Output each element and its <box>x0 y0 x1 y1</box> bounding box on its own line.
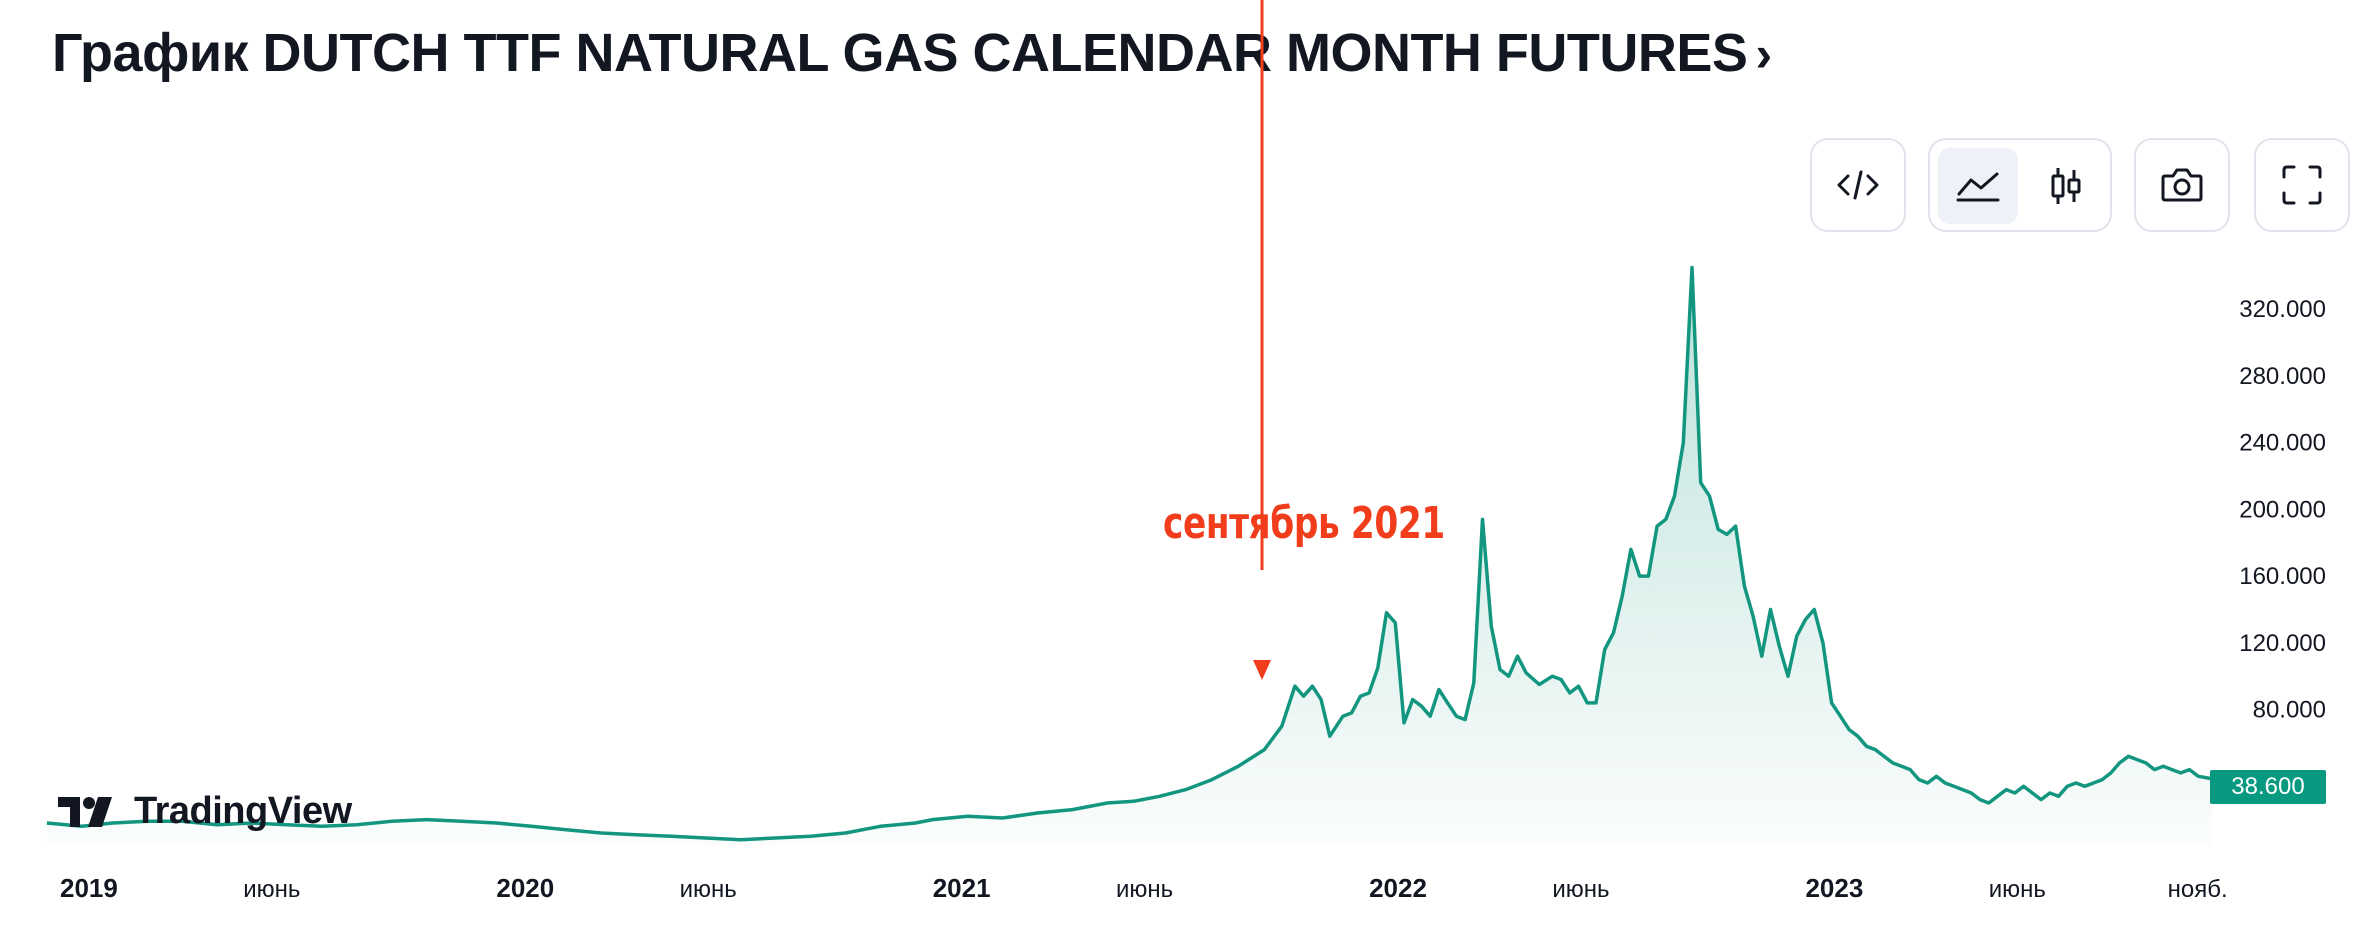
chevron-right-icon: › <box>1755 26 1772 82</box>
tradingview-logo-icon <box>58 796 112 827</box>
y-tick-label: 120.000 <box>2239 630 2326 657</box>
x-tick-label: нояб. <box>2168 876 2228 903</box>
x-tick-label: 2022 <box>1369 873 1427 903</box>
x-tick-label: июнь <box>1552 876 1609 903</box>
candlestick-icon <box>2051 168 2081 204</box>
camera-icon <box>2161 168 2203 202</box>
annotation-arrow <box>1253 0 1271 680</box>
series-line <box>46 265 2212 842</box>
chart-type-group <box>1928 138 2112 232</box>
series-area-fill <box>46 267 2212 845</box>
x-tick-label: 2019 <box>60 873 118 903</box>
fullscreen-icon <box>2282 165 2322 205</box>
code-icon <box>1837 170 1879 200</box>
logo-text: TradingView <box>134 790 352 832</box>
x-tick-label: июнь <box>1116 876 1173 903</box>
x-tick-label: июнь <box>1989 876 2046 903</box>
fullscreen-button[interactable] <box>2254 138 2350 232</box>
y-tick-label: 240.000 <box>2239 430 2326 457</box>
x-tick-label: 2021 <box>933 873 991 903</box>
x-tick-label: июнь <box>680 876 737 903</box>
y-tick-label: 80.000 <box>2253 697 2326 724</box>
y-tick-label: 320.000 <box>2239 296 2326 323</box>
embed-button[interactable] <box>1810 138 1906 232</box>
last-price-badge: 38.600 <box>2210 770 2326 804</box>
y-tick-label: 160.000 <box>2239 563 2326 590</box>
area-chart-icon <box>1956 172 2000 202</box>
x-tick-label: 2023 <box>1805 873 1863 903</box>
y-tick-label: 280.000 <box>2239 363 2326 390</box>
y-tick-label: 200.000 <box>2239 496 2326 523</box>
x-tick-label: июнь <box>243 876 300 903</box>
page-title[interactable]: График DUTCH TTF NATURAL GAS CALENDAR MO… <box>52 22 1772 84</box>
annotation-label: сентябрь 2021 <box>1163 498 1445 549</box>
candlestick-button[interactable] <box>2026 148 2106 224</box>
tradingview-logo[interactable]: TradingView <box>56 790 352 833</box>
snapshot-button[interactable] <box>2134 138 2230 232</box>
x-tick-label: 2020 <box>496 873 554 903</box>
area-chart-button[interactable] <box>1938 148 2018 224</box>
chart-title-text: График DUTCH TTF NATURAL GAS CALENDAR MO… <box>52 23 1748 83</box>
